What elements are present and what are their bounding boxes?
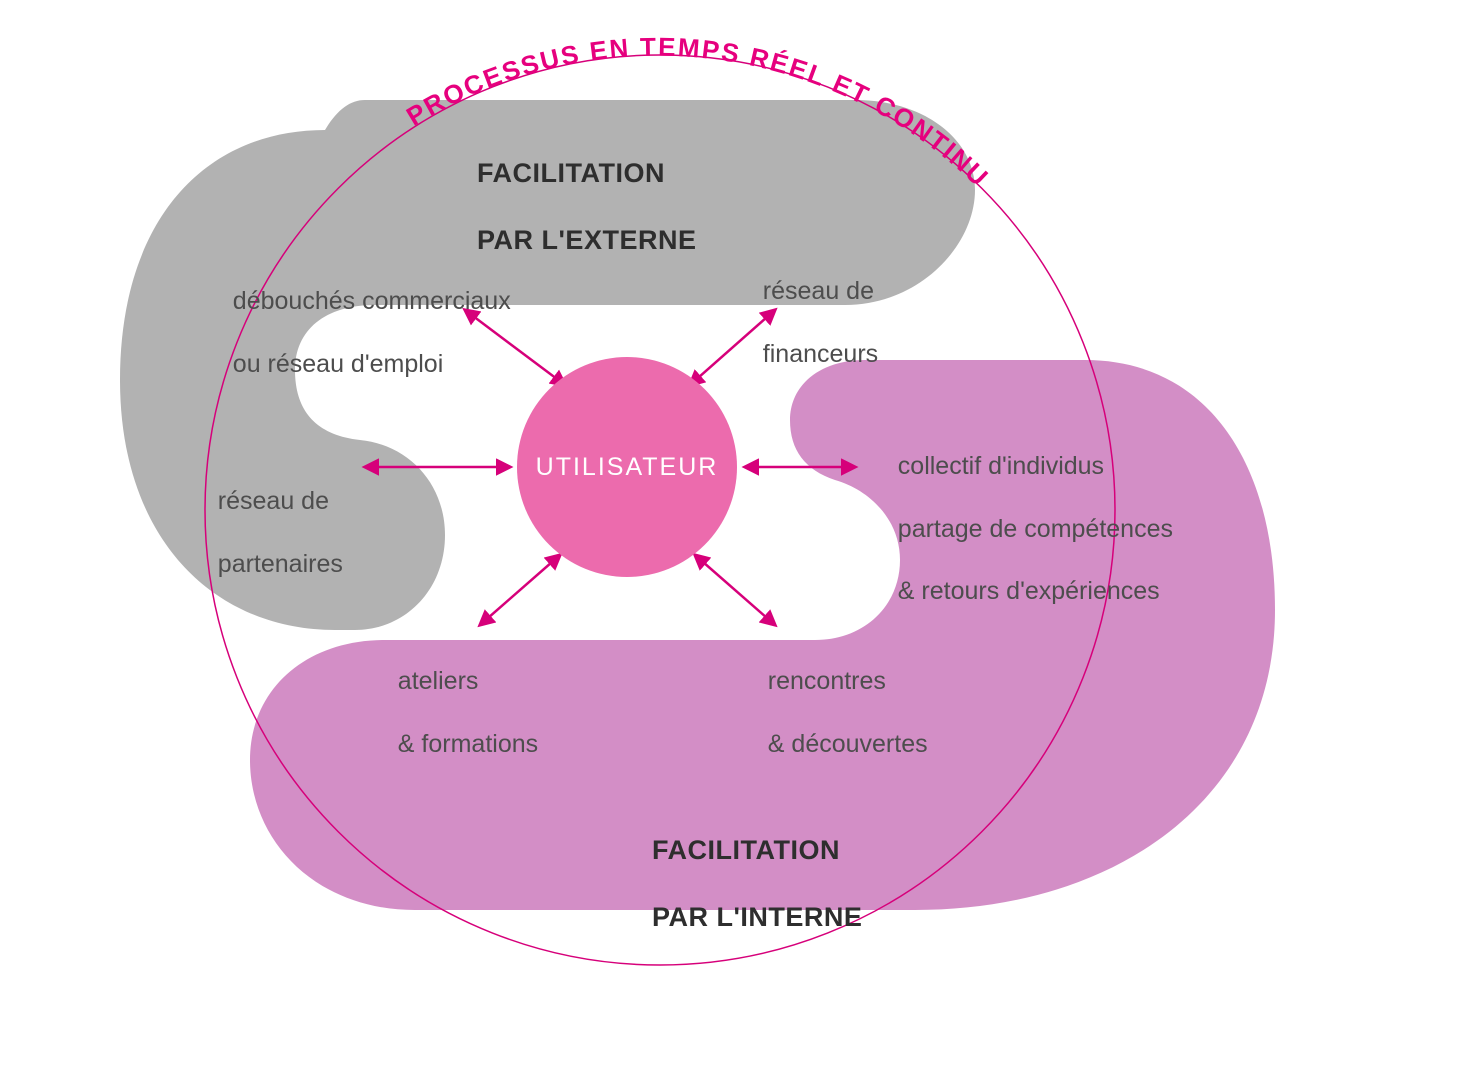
title-externe-l1: FACILITATION [477, 158, 665, 188]
title-externe-l2: PAR L'EXTERNE [477, 225, 696, 255]
title-interne-l1: FACILITATION [652, 835, 840, 865]
item-partenaires: réseau de partenaires [190, 455, 343, 611]
diagram-stage: PROCESSUS EN TEMPS RÉEL ET CONTINU UTILI… [0, 0, 1468, 1074]
item-rencontres: rencontres & découvertes [740, 635, 928, 791]
center-label: UTILISATEUR [517, 452, 737, 483]
title-interne-l2: PAR L'INTERNE [652, 902, 862, 932]
title-interne: FACILITATION PAR L'INTERNE [620, 800, 862, 969]
item-debouches: débouchés commerciaux ou réseau d'emploi [205, 255, 511, 411]
item-ateliers: ateliers & formations [370, 635, 538, 791]
item-financeurs: réseau de financeurs [735, 245, 878, 401]
item-collectif: collectif d'individus partage de compéte… [870, 420, 1173, 639]
